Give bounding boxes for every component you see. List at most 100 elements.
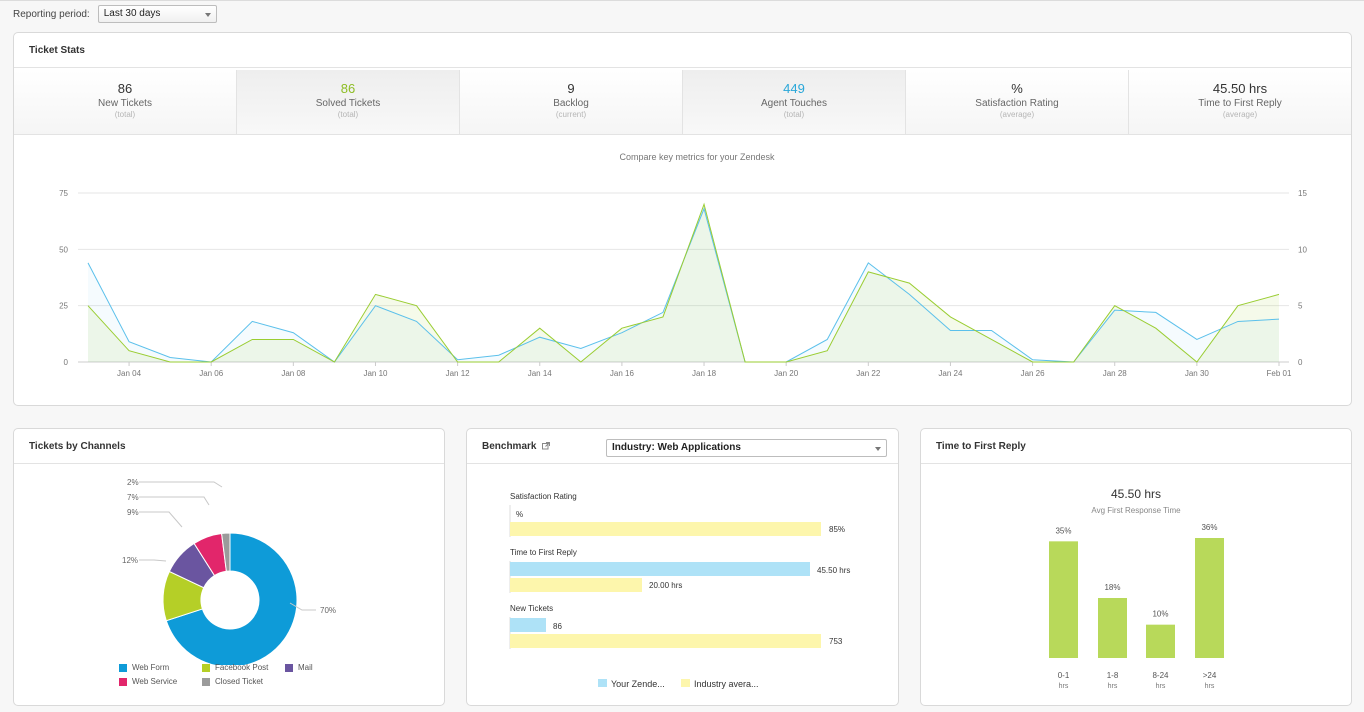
pct-label: 7% <box>127 493 139 502</box>
stat-sub: (average) <box>999 110 1035 119</box>
chevron-down-icon <box>875 447 881 451</box>
reporting-period-select[interactable]: Last 30 days <box>97 5 217 23</box>
external-link-icon[interactable] <box>542 442 551 450</box>
reply-bar <box>1049 541 1078 658</box>
stat-solved-tickets[interactable]: 86 Solved Tickets (total) <box>237 70 460 134</box>
reply-bar-unit: hrs <box>1205 683 1215 690</box>
x-tick-label: Jan 24 <box>938 369 963 378</box>
stat-sub: (average) <box>1222 110 1258 119</box>
legend-label: Web Service <box>132 677 178 686</box>
top-divider <box>0 0 1364 1</box>
stat-label: New Tickets <box>98 98 152 109</box>
channels-legend: Web Form Facebook Post Mail Web Service … <box>119 663 339 693</box>
reply-bar <box>1195 538 1224 658</box>
stats-strip: 86 New Tickets (total) 86 Solved Tickets… <box>14 70 1351 135</box>
benchmark-header: Benchmark Industry: Web Applications <box>467 429 898 464</box>
x-tick-label: Jan 20 <box>774 369 799 378</box>
reply-bar-unit: hrs <box>1059 683 1069 690</box>
legend-label: Facebook Post <box>215 663 269 672</box>
reporting-period-value: Last 30 days <box>103 8 161 19</box>
channels-title: Tickets by Channels <box>14 429 444 464</box>
benchmark-yours-value: 86 <box>553 622 562 631</box>
legend-swatch-industry <box>681 679 690 687</box>
channels-panel: Tickets by Channels 2% 7% 9% 12% 70% Web For… <box>13 428 445 706</box>
x-tick-label: Jan 10 <box>363 369 388 378</box>
legend-swatch <box>202 663 210 672</box>
stat-value: 86 <box>340 81 356 96</box>
legend-item-facebook-post[interactable]: Facebook Post <box>202 663 268 672</box>
benchmark-industry-bar <box>510 578 642 592</box>
y-tick-left: 25 <box>59 302 68 311</box>
legend-swatch <box>119 663 127 672</box>
channels-donut-chart: 2% 7% 9% 12% 70% <box>122 478 336 665</box>
first-reply-title: Time to First Reply <box>921 429 1351 464</box>
legend-item-web-form[interactable]: Web Form <box>119 663 169 672</box>
y-tick-right: 10 <box>1298 245 1307 254</box>
y-tick-right: 15 <box>1298 189 1307 198</box>
x-tick-label: Feb 01 <box>1267 369 1292 378</box>
stat-sub: (total) <box>114 110 136 119</box>
x-tick-label: Jan 04 <box>117 369 142 378</box>
stat-label: Time to First Reply <box>1198 98 1282 109</box>
benchmark-panel: Benchmark Industry: Web Applications Sat… <box>466 428 899 706</box>
ticket-stats-panel: Ticket Stats 86 New Tickets (total) 86 S… <box>13 32 1352 406</box>
benchmark-yours-bar <box>510 618 546 632</box>
x-tick-label: Jan 26 <box>1021 369 1046 378</box>
reply-bar-label: 8-24 <box>1152 671 1169 680</box>
stat-label: Solved Tickets <box>315 98 381 109</box>
legend-swatch-yours <box>598 679 607 687</box>
y-tick-left: 0 <box>64 358 69 367</box>
x-tick-label: Jan 18 <box>692 369 717 378</box>
industry-select-value: Industry: Web Applications <box>612 442 741 453</box>
x-tick-label: Jan 12 <box>446 369 471 378</box>
pct-leader-line <box>139 496 210 506</box>
stat-value: 86 <box>117 81 133 96</box>
reporting-period: Reporting period: Last 30 days <box>13 5 217 23</box>
x-tick-label: Jan 14 <box>528 369 553 378</box>
benchmark-yours-value: 45.50 hrs <box>817 566 850 575</box>
industry-select[interactable]: Industry: Web Applications <box>606 439 887 457</box>
stat-value: 45.50 hrs <box>1212 81 1268 96</box>
benchmark-industry-bar <box>510 522 821 536</box>
series-line-right <box>87 202 1280 363</box>
stat-sub: (total) <box>337 110 359 119</box>
reply-bar <box>1098 598 1127 658</box>
stat-backlog[interactable]: 9 Backlog (current) <box>460 70 683 134</box>
reply-bar <box>1146 624 1175 658</box>
stat-satisfaction-rating[interactable]: % Satisfaction Rating (average) <box>906 70 1129 134</box>
series-area-left <box>88 208 1279 362</box>
x-tick-label: Jan 28 <box>1103 369 1128 378</box>
legend-label: Mail <box>298 663 313 672</box>
chart-title: Compare key metrics for your Zendesk <box>619 152 775 162</box>
benchmark-industry-value: 753 <box>829 637 843 646</box>
reply-bar-unit: hrs <box>1156 683 1166 690</box>
legend-item-web-service[interactable]: Web Service <box>119 677 177 686</box>
legend-label-yours[interactable]: Your Zende... <box>611 679 665 689</box>
stat-time-to-first-reply[interactable]: 45.50 hrs Time to First Reply (average) <box>1129 70 1351 134</box>
pct-label: 70% <box>320 606 336 615</box>
legend-item-closed-ticket[interactable]: Closed Ticket <box>202 677 263 686</box>
pct-label: 2% <box>127 478 139 487</box>
legend-swatch <box>119 677 127 686</box>
donut-slice <box>221 532 231 572</box>
first-reply-bar-chart: 45.50 hrs Avg First Response Time 35% 0-1… <box>1049 487 1224 690</box>
pct-leader-line <box>139 559 167 562</box>
legend-label-industry[interactable]: Industry avera... <box>694 679 759 689</box>
legend-label: Closed Ticket <box>215 677 264 686</box>
legend-item-mail[interactable]: Mail <box>285 663 313 672</box>
reply-bar-label: 0-1 <box>1058 671 1070 680</box>
benchmark-title: Benchmark <box>482 440 537 452</box>
reply-bar-pct: 35% <box>1055 526 1071 535</box>
legend-label: Web Form <box>132 663 170 672</box>
pct-leader-line <box>139 481 223 488</box>
x-tick-label: Jan 06 <box>199 369 224 378</box>
pct-leader-line <box>139 511 183 528</box>
stat-new-tickets[interactable]: 86 New Tickets (total) <box>14 70 237 134</box>
stat-label: Satisfaction Rating <box>975 98 1059 109</box>
reply-bar-label: >24 <box>1203 671 1217 680</box>
y-tick-right: 0 <box>1298 358 1303 367</box>
x-tick-label: Jan 16 <box>610 369 635 378</box>
stat-value: 9 <box>567 81 575 96</box>
stat-sub: (current) <box>555 110 587 119</box>
stat-agent-touches[interactable]: 449 Agent Touches (total) <box>683 70 906 134</box>
